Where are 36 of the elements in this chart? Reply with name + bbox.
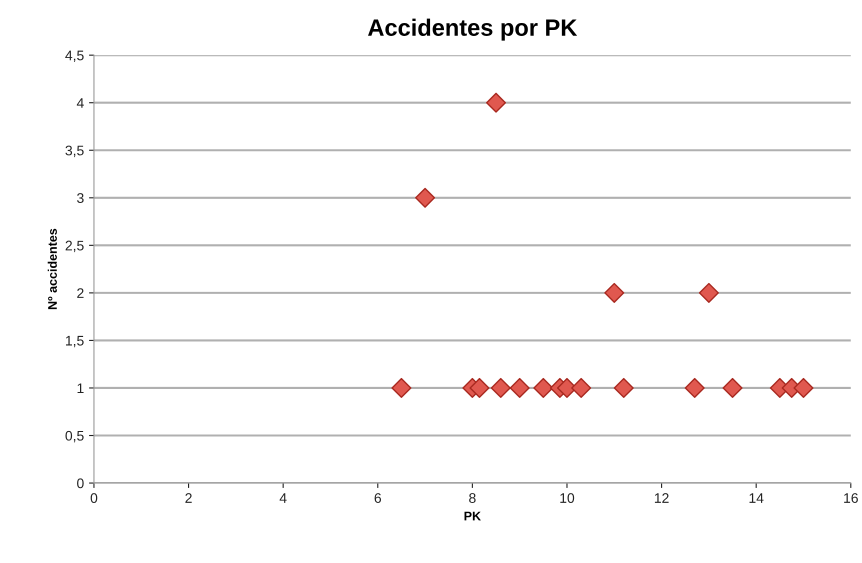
x-tick-label: 0 — [90, 493, 98, 503]
point — [533, 378, 554, 398]
point — [614, 378, 634, 398]
point — [793, 378, 814, 398]
x-tick-label: 4 — [280, 493, 287, 503]
x-tick-label: 8 — [469, 493, 476, 503]
y-tick-label: 0,5 — [65, 430, 84, 442]
x-axis-title: PK — [464, 512, 481, 520]
y-tick-label: 2 — [77, 288, 84, 298]
y-axis-title: Nº accidentes — [48, 228, 57, 310]
point — [486, 92, 506, 113]
y-tick-label: 2,5 — [66, 240, 84, 252]
x-tick-label: 10 — [560, 493, 574, 503]
point — [391, 378, 412, 398]
x-tick-label: 2 — [185, 493, 192, 503]
point — [571, 378, 592, 398]
point — [604, 282, 624, 303]
point — [469, 378, 490, 398]
x-tick-label: 16 — [844, 493, 858, 503]
point — [698, 282, 719, 303]
point — [722, 378, 743, 398]
point — [684, 378, 705, 398]
y-tick-label: 4 — [76, 98, 84, 108]
x-tick-label: 12 — [654, 493, 669, 503]
y-tick-label: 3,5 — [65, 146, 84, 158]
y-tick-label: 1,5 — [66, 336, 84, 348]
x-tick-label: 6 — [374, 493, 382, 503]
y-tick-label: 0 — [77, 478, 84, 488]
point — [510, 378, 530, 398]
y-tick-label: 4,5 — [65, 50, 84, 62]
y-tick-label: 1 — [78, 383, 84, 393]
point — [415, 188, 436, 208]
x-tick-label: 14 — [750, 493, 764, 503]
chart-title: Accidentes por PK — [368, 18, 578, 41]
point — [490, 378, 511, 398]
y-tick-label: 3 — [77, 193, 84, 203]
